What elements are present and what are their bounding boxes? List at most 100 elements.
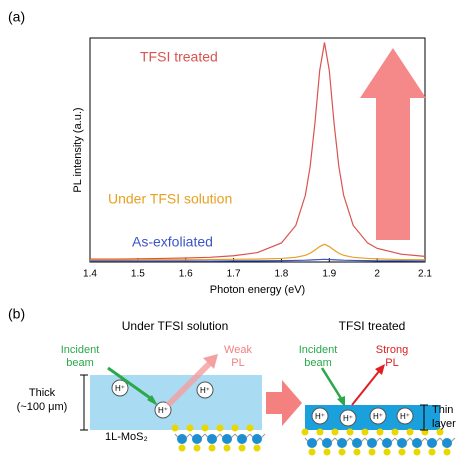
atom-s <box>231 424 239 432</box>
atom-s <box>331 428 339 436</box>
ion-label: H⁺ <box>158 406 168 415</box>
diagram: Under TFSI solution TFSI treated H⁺H⁺H⁺H… <box>17 319 456 456</box>
x-tick-label: 2 <box>374 269 380 280</box>
atom-s <box>361 428 369 436</box>
x-tick-label: 1.7 <box>227 269 241 280</box>
atom-s <box>301 428 309 436</box>
atom-s <box>323 448 331 456</box>
ion-label: H⁺ <box>200 386 210 395</box>
x-tick-label: 2.1 <box>418 269 432 280</box>
atom-s <box>406 428 414 436</box>
x-tick-label: 1.4 <box>83 269 97 280</box>
plot-frame <box>89 37 426 263</box>
x-tick-label: 1.8 <box>274 269 288 280</box>
panel-label: (a) <box>8 9 25 25</box>
atom-s <box>436 428 444 436</box>
atom-s <box>413 448 421 456</box>
ion <box>154 401 172 419</box>
arrowhead <box>375 364 385 375</box>
x-tick-label: 1.6 <box>179 269 193 280</box>
atom-s <box>238 444 246 452</box>
atom-mo <box>192 434 202 444</box>
series-line <box>90 258 426 262</box>
atom-s <box>443 448 451 456</box>
monolayer-label: 1L-MoS₂ <box>105 431 148 443</box>
atom-s <box>368 448 376 456</box>
atom-s <box>391 428 399 436</box>
ion-label: H⁺ <box>315 412 325 421</box>
ion-label: H⁺ <box>115 384 125 393</box>
thick-bracket <box>80 374 88 431</box>
atom-s <box>201 424 209 432</box>
ion <box>339 409 357 427</box>
ion-label: H⁺ <box>400 412 410 421</box>
atom-mo <box>382 438 392 448</box>
series-label: Under TFSI solution <box>108 191 232 207</box>
atom-s <box>246 424 254 432</box>
arrowhead <box>337 396 345 407</box>
thin-label: layer <box>432 418 456 430</box>
atom-mo <box>307 438 317 448</box>
x-tick-label: 1.5 <box>131 269 145 280</box>
atom-s <box>376 428 384 436</box>
incident-arrow <box>107 366 154 402</box>
ion <box>196 381 214 399</box>
beam-label: Incident <box>61 344 100 356</box>
lattice: H⁺ H⁺ H⁺ H⁺ H⁺ H⁺ H⁺ <box>111 379 456 456</box>
strong-pl-arrow <box>351 369 381 406</box>
chart: 1.4 1.5 1.6 1.7 1.8 1.9 2 2.1 Photon energy (eV)… <box>72 37 432 296</box>
atom-mo <box>177 434 187 444</box>
atom-s <box>316 428 324 436</box>
atom-mo <box>442 438 452 448</box>
thick-label: Thick <box>29 387 56 399</box>
ion <box>396 407 414 425</box>
atom-s <box>383 448 391 456</box>
panel-title: Under TFSI solution <box>122 319 229 333</box>
atom-s <box>308 448 316 456</box>
atom-s <box>186 424 194 432</box>
atom-s <box>193 444 201 452</box>
atom-s <box>208 444 216 452</box>
atom-mo <box>352 438 362 448</box>
series-label: As-exfoliated <box>132 234 213 250</box>
pl-label: Strong <box>376 344 408 356</box>
panel-title: TFSI treated <box>339 319 406 333</box>
arrowhead <box>147 395 158 406</box>
atom-s <box>346 428 354 436</box>
atom-mo <box>322 438 332 448</box>
ion-label: H⁺ <box>373 412 383 421</box>
atom-s <box>253 444 261 452</box>
atom-s <box>428 448 436 456</box>
panel-label: (b) <box>8 306 25 322</box>
ion <box>111 379 129 397</box>
atom-mo <box>207 434 217 444</box>
atom-mo <box>427 438 437 448</box>
beam-label: beam <box>304 357 332 369</box>
atom-s <box>338 448 346 456</box>
atom-s <box>223 444 231 452</box>
atom-mo <box>367 438 377 448</box>
atom-s <box>216 424 224 432</box>
atom-s <box>353 448 361 456</box>
thin-label: Thin <box>432 404 453 416</box>
pl-label: PL <box>231 357 244 369</box>
x-tick-label: 1.9 <box>322 269 336 280</box>
atom-mo <box>222 434 232 444</box>
atom-s <box>171 424 179 432</box>
beam-label: Incident <box>299 344 338 356</box>
series-line <box>90 243 426 261</box>
ion-label: H⁺ <box>343 414 353 423</box>
series-line <box>90 42 426 260</box>
atom-s <box>178 444 186 452</box>
atom-mo <box>252 434 262 444</box>
beam-label: beam <box>66 357 94 369</box>
series-label: TFSI treated <box>140 49 218 65</box>
process-arrow <box>266 380 302 426</box>
thin-bracket <box>420 404 428 431</box>
atom-mo <box>237 434 247 444</box>
atom-mo <box>412 438 422 448</box>
ion <box>369 407 387 425</box>
thick-label: (~100 μm) <box>17 401 68 413</box>
x-axis-label: Photon energy (eV) <box>210 284 305 296</box>
